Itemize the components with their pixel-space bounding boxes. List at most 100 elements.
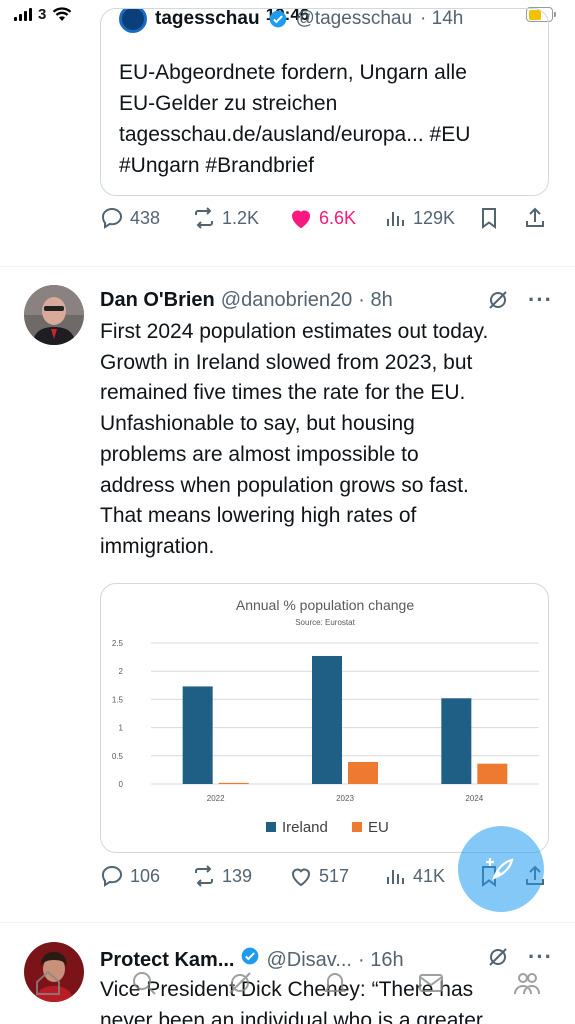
legend-swatch — [352, 822, 362, 832]
tweet-text: Vice President Dick Cheney: “There has n… — [100, 975, 550, 1024]
tweet-text-line: That means lowering high rates of — [100, 504, 417, 528]
tweet-header: Dan O'Brien @danobrien20 · 8h — [100, 289, 393, 312]
like-count: 6.6K — [319, 207, 357, 228]
bar-ireland-2023 — [312, 655, 342, 784]
tweet-header-icons: ··· — [486, 944, 553, 970]
y-tick-label: 1 — [119, 724, 124, 733]
x-tick-label: 2022 — [207, 794, 225, 803]
messages-icon[interactable] — [416, 968, 446, 998]
quoted-handle: @tagesschau — [295, 8, 413, 29]
reply-icon — [101, 865, 123, 887]
chart-title: Annual % population change — [236, 597, 414, 613]
reply-count: 106 — [130, 865, 161, 886]
avatar[interactable] — [24, 942, 84, 1002]
quoted-text-line: #Ungarn #Brandbrief — [119, 154, 314, 177]
bookmark-button[interactable] — [477, 206, 501, 230]
y-tick-label: 0 — [119, 780, 124, 789]
tweet-divider — [0, 266, 575, 267]
grok-icon[interactable] — [486, 945, 510, 969]
reply-icon — [101, 207, 123, 229]
share-icon — [526, 207, 544, 227]
verified-badge-icon — [269, 10, 286, 28]
like-button[interactable]: 6.6K — [289, 206, 356, 230]
tweet-text-line: Growth in Ireland slowed from 2023, but — [100, 350, 473, 374]
retweet-icon — [195, 865, 213, 887]
views-button[interactable]: 41K — [383, 864, 445, 888]
tweet-text-line: address when population grows so fast. — [100, 473, 469, 497]
quoted-text-line: tagesschau.de/ausland/europa... #EU — [119, 123, 471, 146]
heart-icon — [291, 868, 311, 887]
quoted-text: EU-Abgeordnete fordern, Ungarn alle EU-G… — [119, 57, 539, 181]
population-chart: Annual % population change Source: Euros… — [112, 597, 539, 836]
search-icon[interactable] — [129, 968, 159, 998]
quoted-tweet-header: tagesschau @tagesschau · 14h — [119, 8, 464, 33]
tweet-text-line: problems are almost impossible to — [100, 442, 419, 466]
quoted-name: tagesschau — [155, 8, 260, 29]
bar-ireland-2024 — [441, 698, 472, 784]
more-icon[interactable]: ··· — [528, 944, 553, 969]
reply-count: 438 — [130, 207, 161, 228]
signal-area: 3 — [14, 6, 72, 23]
tweet-text-line: never been an individual who is a greate… — [100, 1008, 483, 1024]
tweet-text-line: Unfashionable to say, but housing — [100, 412, 415, 436]
chart-image[interactable]: Annual % population change Source: Euros… — [100, 583, 549, 853]
quoted-time: · 14h — [420, 8, 464, 29]
retweet-count: 1.2K — [222, 207, 260, 228]
notifications-icon[interactable] — [320, 968, 350, 998]
compose-icon — [486, 858, 514, 880]
tweet-text-line: remained five times the rate for the EU. — [100, 381, 466, 405]
author-name[interactable]: Protect Kam... — [100, 949, 235, 971]
home-icon[interactable] — [33, 968, 63, 998]
y-tick-label: 1.5 — [112, 695, 124, 704]
retweet-button[interactable]: 1.2K — [192, 206, 259, 230]
views-count: 129K — [413, 207, 456, 228]
tweet-text-line: Vice President Dick Cheney: “There has — [100, 978, 474, 1001]
grok-nav-icon[interactable] — [225, 968, 255, 998]
quoted-text-line: EU-Gelder zu streichen — [119, 92, 338, 115]
compose-button[interactable] — [458, 826, 544, 912]
like-button[interactable]: 517 — [289, 864, 349, 888]
bar-ireland-2022 — [182, 686, 213, 784]
reply-button[interactable]: 106 — [100, 864, 160, 888]
quoted-tweet-card[interactable]: tagesschau @tagesschau · 14h EU-Abgeordn… — [100, 8, 549, 196]
more-icon[interactable]: ··· — [528, 287, 553, 312]
author-handle[interactable]: @Disav... — [266, 949, 352, 971]
y-tick-label: 2.5 — [112, 639, 124, 648]
avatar-photo — [24, 285, 84, 345]
x-tick-label: 2023 — [336, 794, 354, 803]
share-button[interactable] — [523, 206, 547, 230]
quoted-text-line: EU-Abgeordnete fordern, Ungarn alle — [119, 61, 467, 84]
tweet-time: · 16h — [357, 949, 404, 971]
wifi-icon — [53, 7, 72, 21]
author-name[interactable]: Dan O'Brien — [100, 289, 215, 311]
chart-subtitle: Source: Eurostat — [295, 618, 355, 627]
avatar-photo — [24, 942, 84, 1002]
tweet-text-line: immigration. — [100, 534, 215, 558]
views-icon — [387, 870, 404, 884]
grok-icon[interactable] — [486, 288, 510, 312]
legend-swatch — [266, 822, 276, 832]
communities-icon[interactable] — [512, 968, 542, 998]
tweet-divider — [0, 922, 575, 923]
legend-label: EU — [368, 819, 389, 836]
tweet-text: First 2024 population estimates out toda… — [100, 317, 550, 563]
bar-eu-2022 — [218, 782, 249, 784]
tweet-header: Protect Kam... @Disav... · 16h — [100, 946, 404, 972]
bar-eu-2024 — [477, 763, 508, 784]
signal-icon — [14, 8, 32, 21]
views-count: 41K — [413, 865, 446, 886]
retweet-button[interactable]: 139 — [192, 864, 252, 888]
views-icon — [387, 212, 404, 226]
author-handle[interactable]: @danobrien20 — [220, 289, 353, 311]
retweet-count: 139 — [222, 865, 253, 886]
tweet-header-icons: ··· — [486, 287, 553, 313]
retweet-icon — [195, 207, 213, 229]
reply-button[interactable]: 438 — [100, 206, 160, 230]
tweet-time: · 8h — [358, 289, 393, 311]
carrier-label: 3 — [38, 6, 47, 23]
views-button[interactable]: 129K — [383, 206, 455, 230]
avatar[interactable] — [24, 285, 84, 345]
heart-icon — [291, 210, 311, 229]
y-tick-label: 2 — [119, 667, 124, 676]
legend-label: Ireland — [282, 819, 328, 836]
